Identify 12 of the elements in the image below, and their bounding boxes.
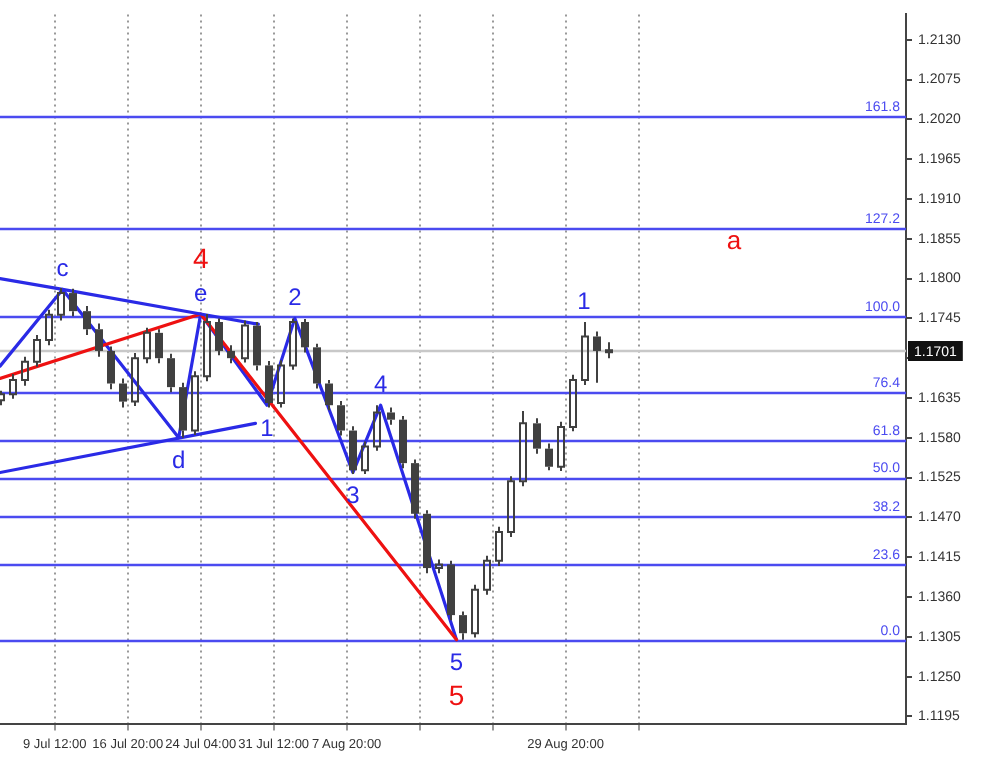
annotation: 2 [288,283,303,311]
annotation: 1 [260,413,275,442]
annotation: a [726,224,743,255]
annotation: 3 [346,481,361,510]
annotation: 1 [577,286,592,315]
annotation: c [56,254,69,283]
annotation: d [172,446,186,475]
annotation: 4 [373,369,388,398]
annotation: e [194,278,208,307]
annotation: 5 [448,679,465,712]
annotation: 4 [192,241,209,274]
annotation: 5 [449,648,464,677]
